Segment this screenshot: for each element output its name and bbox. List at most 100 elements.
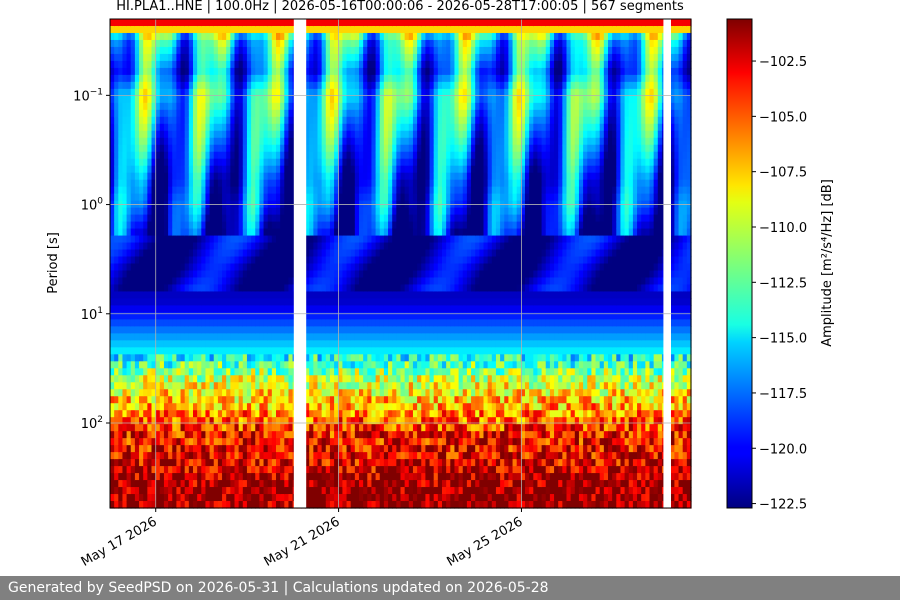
heatmap-cell — [363, 60, 368, 69]
heatmap-cell — [267, 137, 273, 146]
heatmap-cell — [346, 347, 352, 355]
heatmap-cell — [230, 270, 236, 279]
heatmap-cell — [251, 466, 256, 474]
heatmap-cell — [255, 88, 260, 97]
heatmap-cell — [118, 375, 124, 383]
heatmap-cell — [400, 431, 406, 439]
heatmap-cell — [242, 186, 248, 195]
heatmap-cell — [205, 270, 211, 279]
heatmap-cell — [143, 368, 148, 376]
heatmap-cell — [388, 256, 393, 265]
heatmap-cell — [209, 158, 215, 167]
heatmap-cell — [193, 319, 198, 327]
heatmap-cell — [180, 368, 186, 376]
heatmap-cell — [359, 137, 364, 146]
heatmap-cell — [168, 298, 173, 307]
heatmap-cell — [130, 382, 136, 390]
heatmap-cell — [251, 25, 256, 34]
heatmap-cell — [238, 39, 244, 48]
heatmap-cell — [246, 242, 252, 251]
heatmap-cell — [226, 256, 231, 265]
heatmap-cell — [305, 375, 310, 383]
heatmap-cell — [205, 347, 211, 355]
heatmap-cell — [217, 158, 223, 167]
heatmap-cell — [126, 298, 132, 307]
heatmap-cell — [238, 179, 244, 188]
heatmap-cell — [184, 487, 190, 495]
heatmap-cell — [134, 95, 140, 104]
heatmap-cell — [276, 487, 281, 495]
heatmap-cell — [400, 501, 406, 509]
heatmap-cell — [263, 25, 269, 34]
heatmap-cell — [375, 249, 381, 258]
heatmap-cell — [139, 179, 144, 188]
heatmap-cell — [151, 270, 157, 279]
heatmap-cell — [346, 137, 352, 146]
heatmap-cell — [288, 494, 294, 502]
heatmap-cell — [234, 375, 240, 383]
heatmap-cell — [363, 305, 368, 313]
heatmap-cell — [122, 466, 128, 474]
heatmap-cell — [188, 382, 194, 390]
heatmap-cell — [168, 354, 173, 362]
heatmap-cell — [350, 473, 356, 481]
heatmap-cell — [371, 284, 377, 293]
heatmap-cell — [404, 116, 410, 125]
heatmap-cell — [139, 102, 144, 111]
heatmap-cell — [168, 340, 173, 348]
heatmap-cell — [205, 130, 211, 139]
heatmap-cell — [359, 347, 364, 355]
heatmap-cell — [309, 284, 314, 293]
heatmap-cell — [188, 25, 194, 34]
heatmap-cell — [168, 368, 173, 376]
heatmap-cell — [383, 326, 389, 334]
heatmap-cell — [388, 25, 393, 34]
heatmap-cell — [313, 312, 319, 320]
heatmap-cell — [110, 67, 115, 76]
heatmap-cell — [110, 186, 115, 195]
heatmap-cell — [350, 67, 356, 76]
heatmap-cell — [276, 501, 281, 509]
heatmap-cell — [367, 501, 373, 509]
heatmap-cell — [134, 263, 140, 272]
heatmap-cell — [193, 207, 198, 216]
heatmap-cell — [276, 270, 281, 279]
heatmap-cell — [238, 235, 244, 244]
heatmap-cell — [400, 172, 406, 181]
heatmap-cell — [346, 242, 352, 251]
heatmap-cell — [246, 151, 252, 160]
heatmap-cell — [379, 102, 385, 111]
heatmap-cell — [180, 214, 186, 223]
heatmap-cell — [176, 123, 182, 132]
heatmap-cell — [284, 487, 290, 495]
heatmap-cell — [226, 19, 231, 27]
heatmap-cell — [325, 242, 331, 251]
heatmap-cell — [201, 39, 207, 48]
heatmap-cell — [184, 249, 190, 258]
heatmap-cell — [313, 487, 319, 495]
heatmap-cell — [271, 270, 277, 279]
heatmap-cell — [354, 193, 360, 202]
heatmap-cell — [367, 193, 373, 202]
heatmap-cell — [400, 151, 406, 160]
heatmap-cell — [246, 375, 252, 383]
heatmap-cell — [110, 361, 115, 369]
heatmap-cell — [271, 158, 277, 167]
heatmap-cell — [354, 130, 360, 139]
heatmap-cell — [118, 417, 124, 425]
heatmap-cell — [213, 81, 219, 90]
heatmap-cell — [176, 326, 182, 334]
heatmap-cell — [367, 466, 373, 474]
heatmap-cell — [354, 452, 360, 460]
heatmap-cell — [130, 137, 136, 146]
heatmap-cell — [155, 382, 161, 390]
heatmap-cell — [388, 473, 393, 481]
heatmap-cell — [288, 438, 294, 446]
heatmap-cell — [359, 375, 364, 383]
heatmap-cell — [155, 214, 161, 223]
heatmap-cell — [197, 354, 202, 362]
heatmap-cell — [180, 319, 186, 327]
heatmap-cell — [267, 417, 273, 425]
heatmap-cell — [255, 319, 260, 327]
heatmap-cell — [213, 186, 219, 195]
